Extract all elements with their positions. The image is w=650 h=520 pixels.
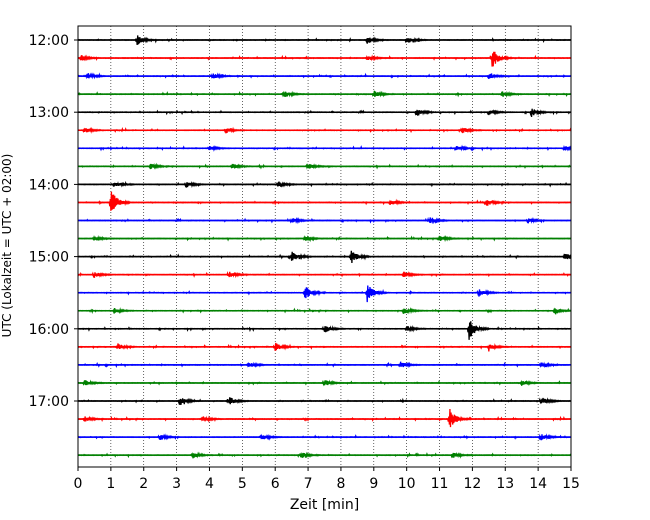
plot-frame [77, 25, 572, 468]
seismic-traces [77, 35, 572, 459]
x-tick-label: 3 [172, 476, 181, 492]
x-axis-label: Zeit [min] [290, 497, 359, 513]
x-tick-label: 14 [529, 476, 547, 492]
trace-1600 [77, 321, 572, 340]
y-axis-label: UTC (Lokalzeit = UTC + 02:00) [0, 154, 14, 338]
y-tick-label: 14:00 [29, 177, 69, 193]
x-tick-label: 5 [238, 476, 247, 492]
y-tick-label: 17:00 [29, 394, 69, 410]
x-tick-label: 10 [398, 476, 416, 492]
y-axis-ticks: 12:00 13:00 14:00 15:00 16:00 17:00 [29, 33, 78, 410]
x-tick-label: 2 [139, 476, 148, 492]
x-axis-ticks: 0 1 2 3 4 5 6 7 8 9 10 11 12 13 14 15 [74, 467, 580, 492]
y-tick-label: 13:00 [29, 105, 69, 121]
x-tick-label: 15 [562, 476, 580, 492]
x-tick-label: 4 [205, 476, 214, 492]
x-tick-label: 8 [336, 476, 345, 492]
trace-1215 [77, 51, 572, 67]
trace-1715 [77, 408, 572, 428]
y-tick-label: 15:00 [29, 250, 69, 266]
x-tick-label: 7 [304, 476, 313, 492]
trace-1530 [77, 285, 572, 303]
x-tick-label: 1 [106, 476, 115, 492]
x-tick-label: 11 [431, 476, 449, 492]
trace-1415 [77, 191, 572, 211]
x-tick-label: 9 [369, 476, 378, 492]
y-tick-label: 16:00 [29, 322, 69, 338]
x-tick-label: 6 [271, 476, 280, 492]
x-tick-label: 12 [463, 476, 481, 492]
x-tick-label: 0 [74, 476, 83, 492]
y-tick-label: 12:00 [29, 33, 69, 49]
x-tick-label: 13 [496, 476, 514, 492]
